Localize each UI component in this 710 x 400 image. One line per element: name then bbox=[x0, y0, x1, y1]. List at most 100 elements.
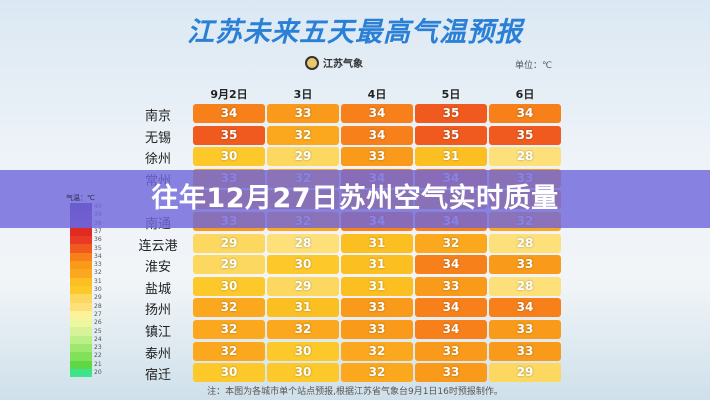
temperature-cell: 29 bbox=[193, 255, 265, 275]
legend-label: 33 bbox=[94, 261, 102, 269]
legend-label: 20 bbox=[94, 369, 102, 376]
temperature-cell: 33 bbox=[415, 276, 487, 296]
legend-label: 32 bbox=[94, 269, 102, 277]
temperature-cell: 35 bbox=[193, 125, 265, 145]
temperature-cell: 33 bbox=[415, 363, 487, 383]
temperature-cell: 34 bbox=[415, 320, 487, 339]
city-label: 南京 bbox=[144, 109, 171, 124]
temperature-cell: 31 bbox=[415, 147, 487, 167]
temperature-cell: 34 bbox=[341, 104, 413, 123]
temperature-cell: 28 bbox=[489, 276, 561, 296]
source-logo: 江苏气象 bbox=[305, 55, 363, 70]
temperature-cell: 34 bbox=[193, 104, 265, 123]
legend-swatch bbox=[70, 277, 92, 286]
temperature-cell: 32 bbox=[415, 233, 487, 253]
temperature-cell: 29 bbox=[267, 147, 339, 167]
city-label: 泰州 bbox=[144, 346, 171, 362]
legend-header: 气温：℃ bbox=[66, 194, 95, 202]
legend-swatch bbox=[70, 360, 92, 369]
city-label: 盐城 bbox=[144, 281, 171, 297]
weather-bureau-emblem-icon bbox=[305, 55, 319, 70]
temperature-cell: 33 bbox=[415, 341, 487, 361]
legend-label: 28 bbox=[94, 302, 102, 310]
temperature-cell: 32 bbox=[193, 320, 265, 339]
temperature-cell: 29 bbox=[489, 363, 561, 383]
legend-label: 30 bbox=[94, 286, 102, 293]
temperature-cell: 34 bbox=[341, 125, 413, 145]
temperature-cell: 35 bbox=[489, 125, 561, 145]
temperature-cell: 30 bbox=[267, 341, 339, 361]
temperature-cell: 32 bbox=[267, 320, 339, 339]
legend-swatch bbox=[70, 285, 92, 295]
temperature-cell: 33 bbox=[341, 320, 413, 339]
source-logo-text: 江苏气象 bbox=[323, 59, 363, 70]
temperature-cell: 31 bbox=[341, 255, 413, 275]
temperature-cell: 33 bbox=[341, 147, 413, 167]
legend-label: 26 bbox=[94, 319, 102, 327]
city-label: 镇江 bbox=[144, 325, 171, 340]
legend-swatch bbox=[70, 319, 92, 328]
temperature-cell: 28 bbox=[489, 233, 561, 253]
temperature-cell: 34 bbox=[489, 104, 561, 123]
legend-swatch bbox=[70, 227, 92, 237]
city-label: 连云港 bbox=[138, 238, 178, 254]
temperature-cell: 31 bbox=[341, 233, 413, 253]
banner-title: 往年12月27日苏州空气实时质量 bbox=[151, 183, 559, 214]
temperature-cell: 29 bbox=[193, 233, 265, 253]
temperature-cell: 29 bbox=[267, 276, 339, 296]
temperature-cell: 33 bbox=[489, 255, 561, 275]
legend-label: 22 bbox=[94, 352, 102, 360]
city-label: 无锡 bbox=[144, 130, 171, 146]
legend-label: 35 bbox=[94, 244, 102, 252]
legend-label: 21 bbox=[94, 360, 102, 368]
legend-label: 36 bbox=[94, 236, 102, 244]
legend-swatch bbox=[70, 261, 92, 270]
temperature-cell: 32 bbox=[267, 125, 339, 145]
date-header: 6日 bbox=[515, 88, 535, 101]
temperature-cell: 31 bbox=[341, 276, 413, 296]
legend-swatch bbox=[70, 236, 92, 245]
legend-label: 34 bbox=[94, 252, 102, 260]
temperature-cell: 31 bbox=[267, 298, 339, 318]
temperature-cell: 34 bbox=[415, 298, 487, 318]
unit-label: 单位：℃ bbox=[515, 61, 553, 71]
legend-swatch bbox=[70, 269, 92, 278]
temperature-cell: 33 bbox=[489, 320, 561, 339]
legend-swatch bbox=[70, 368, 92, 378]
temperature-cell: 28 bbox=[267, 233, 339, 253]
date-header: 4日 bbox=[367, 88, 387, 101]
temperature-cell: 32 bbox=[341, 341, 413, 361]
legend-label: 23 bbox=[94, 344, 102, 352]
legend-swatch bbox=[70, 252, 92, 262]
temperature-cell: 32 bbox=[193, 341, 265, 361]
banner-overlay bbox=[0, 170, 710, 228]
temperature-cell: 30 bbox=[267, 255, 339, 275]
temperature-cell: 35 bbox=[415, 125, 487, 145]
legend-label: 31 bbox=[94, 277, 102, 285]
temperature-cell: 28 bbox=[489, 147, 561, 167]
temperature-cell: 33 bbox=[341, 298, 413, 318]
legend-label: 24 bbox=[94, 335, 102, 343]
date-header: 3日 bbox=[293, 88, 313, 101]
temperature-cell: 32 bbox=[193, 298, 265, 318]
forecast-title: 江苏未来五天最高气温预报 bbox=[187, 17, 523, 48]
date-header: 5日 bbox=[441, 88, 461, 101]
temperature-legend: 4039383736353433323130292827262524232221… bbox=[70, 203, 102, 378]
date-header: 9月2日 bbox=[210, 88, 248, 101]
temperature-cell: 34 bbox=[415, 255, 487, 275]
legend-swatch bbox=[70, 310, 92, 320]
legend-label: 25 bbox=[94, 327, 102, 335]
city-label: 宿迁 bbox=[144, 368, 171, 384]
legend-swatch bbox=[70, 302, 92, 311]
temperature-cell: 30 bbox=[193, 363, 265, 383]
legend-swatch bbox=[70, 294, 92, 303]
legend-label: 37 bbox=[94, 227, 102, 235]
legend-label: 29 bbox=[94, 294, 102, 302]
temperature-cell: 33 bbox=[267, 104, 339, 123]
legend-swatch bbox=[70, 352, 92, 361]
footnote: 注：本图为各城市单个站点预报,根据江苏省气象台9月1日16时预报制作。 bbox=[207, 387, 503, 397]
temperature-cell: 34 bbox=[489, 298, 561, 318]
city-label: 徐州 bbox=[144, 152, 171, 168]
legend-swatch bbox=[70, 244, 92, 253]
city-label: 淮安 bbox=[144, 260, 171, 276]
